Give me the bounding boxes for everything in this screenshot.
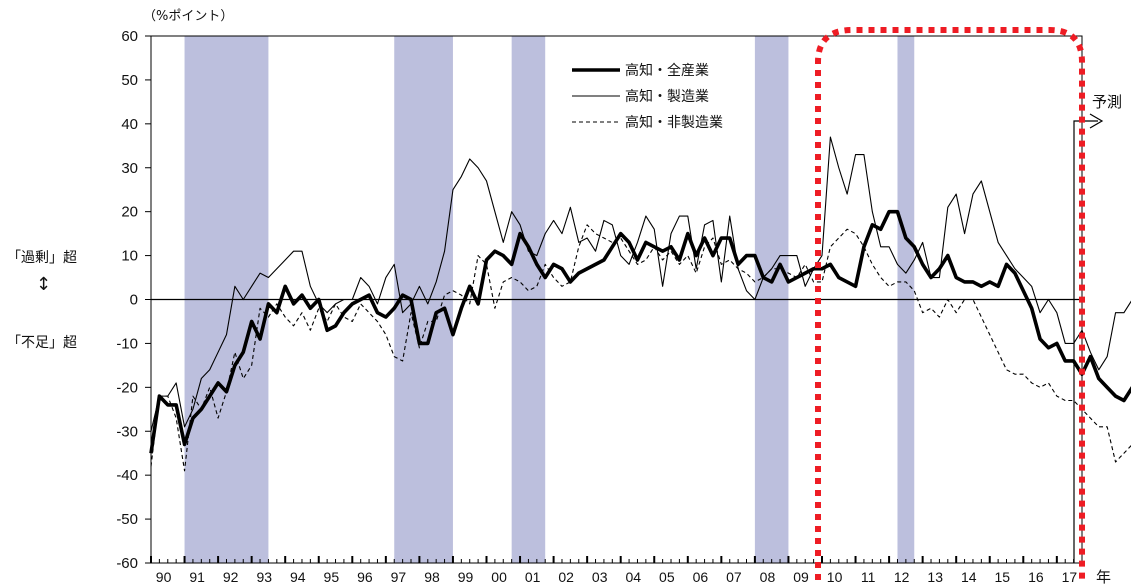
- x-tick-label: 98: [424, 569, 440, 585]
- y-tick-label: -50: [116, 511, 138, 528]
- x-tick-label: 07: [726, 569, 742, 585]
- x-tick-label: 92: [223, 569, 239, 585]
- x-tick-label: 93: [256, 569, 272, 585]
- x-tick-label: 09: [793, 569, 809, 585]
- forecast-bracket: [1073, 120, 1098, 563]
- y-tick-label: -40: [116, 467, 138, 484]
- x-tick-label: 14: [961, 569, 977, 585]
- y-tick-label: 50: [121, 72, 138, 89]
- x-tick-label: 06: [693, 569, 709, 585]
- x-tick-label: 97: [391, 569, 407, 585]
- y-tick-label: -60: [116, 555, 138, 572]
- x-tick-label: 99: [458, 569, 474, 585]
- highlight-box: [815, 27, 1085, 580]
- y-tick-label: 60: [121, 28, 138, 45]
- x-axis-suffix: 年: [1096, 568, 1111, 586]
- x-tick-label: 05: [659, 569, 675, 585]
- side-label-lower: 「不足」超: [7, 335, 77, 351]
- x-tick-label: 08: [760, 569, 776, 585]
- series-lines: [149, 136, 1131, 472]
- x-tick-label: 11: [861, 569, 876, 585]
- legend-label: 高知・製造業: [625, 88, 709, 105]
- y-tick-label: 0: [130, 292, 138, 309]
- y-tick-label: 30: [121, 160, 138, 177]
- annotations: 予測: [815, 27, 1122, 580]
- x-tick-label: 10: [827, 569, 843, 585]
- axes: 60 50 40 30 20 10 0 -10 -20 -30 -40 -50 -60 （%ポイント） 90…: [116, 9, 1111, 586]
- x-tick-label: 96: [357, 569, 373, 585]
- x-tick-label: 17: [1062, 569, 1078, 585]
- y-tick-label: -20: [116, 379, 138, 396]
- x-tick-label: 15: [995, 569, 1011, 585]
- y-unit-label: （%ポイント）: [143, 9, 233, 24]
- x-tick-label: 03: [592, 569, 608, 585]
- legend-label: 高知・全産業: [625, 62, 709, 79]
- y-tick-label: -30: [116, 423, 138, 440]
- x-tick-label: 90: [156, 569, 172, 585]
- y-tick-label: 40: [121, 116, 138, 133]
- series-line: [150, 136, 1131, 432]
- x-tick-label: 13: [927, 569, 943, 585]
- forecast-label: 予測: [1092, 93, 1122, 111]
- x-tick-label: 04: [625, 569, 641, 585]
- forecast-arrow-icon: [1089, 113, 1104, 129]
- series-line: [150, 224, 1131, 472]
- x-tick-label: 02: [558, 569, 574, 585]
- updown-arrow-icon: ↕: [36, 274, 52, 295]
- x-tick-label: 91: [189, 569, 205, 585]
- x-tick-label: 95: [324, 569, 340, 585]
- series-line: [149, 209, 1131, 454]
- x-tick-label: 12: [894, 569, 910, 585]
- legend-label: 高知・非製造業: [625, 114, 723, 131]
- y-tick-label: 10: [121, 248, 138, 265]
- x-tick-label: 16: [1028, 569, 1044, 585]
- side-label-upper: 「過剰」超: [7, 250, 77, 266]
- y-tick-label: 20: [121, 204, 138, 221]
- x-tick-label: 01: [525, 569, 541, 585]
- x-tick-label: 94: [290, 569, 306, 585]
- y-tick-label: -10: [116, 335, 138, 352]
- x-tick-label: 00: [491, 569, 507, 585]
